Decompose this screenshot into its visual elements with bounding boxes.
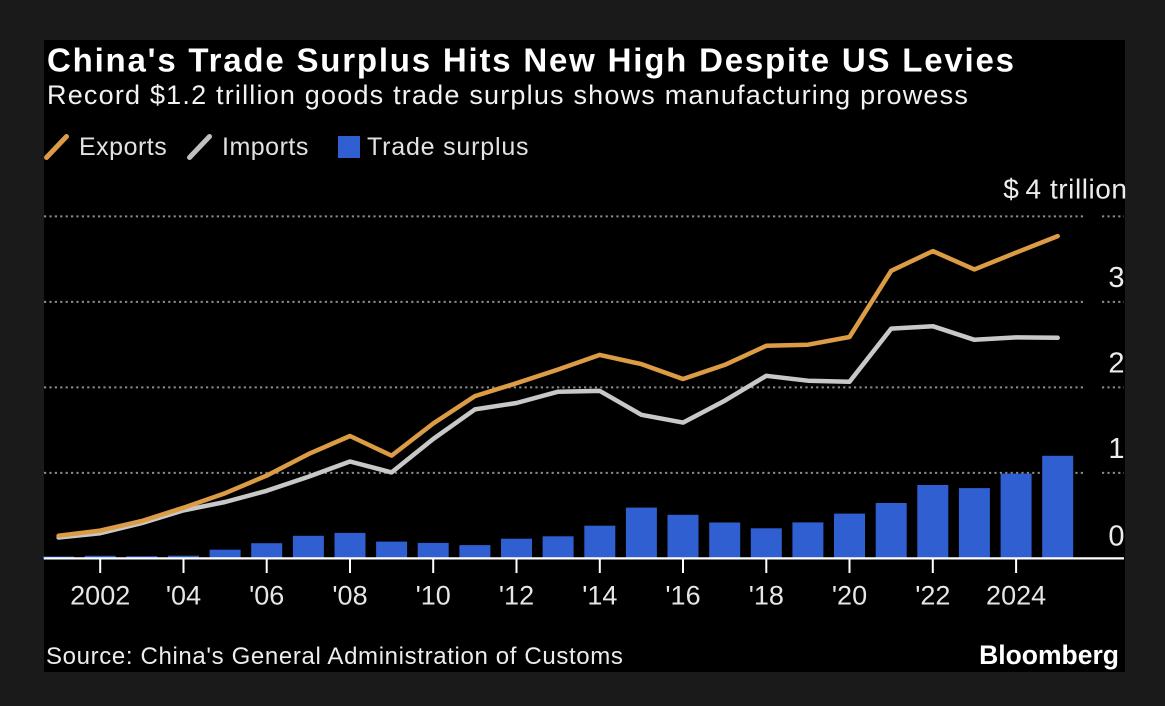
svg-text:Bloomberg: Bloomberg xyxy=(979,640,1119,670)
svg-text:0: 0 xyxy=(1108,521,1124,553)
svg-text:'18: '18 xyxy=(749,581,784,611)
svg-text:'06: '06 xyxy=(249,581,284,611)
svg-text:Record $1.2 trillion goods tra: Record $1.2 trillion goods trade surplus… xyxy=(47,80,969,110)
svg-text:2: 2 xyxy=(1108,348,1124,380)
svg-text:'20: '20 xyxy=(832,581,867,611)
svg-text:Trade surplus: Trade surplus xyxy=(367,133,529,161)
svg-text:Source: China's General Admini: Source: China's General Administration o… xyxy=(46,643,624,670)
svg-text:'14: '14 xyxy=(582,581,617,611)
svg-text:'10: '10 xyxy=(416,581,451,611)
svg-text:3: 3 xyxy=(1108,262,1124,294)
svg-text:China's Trade Surplus Hits New: China's Trade Surplus Hits New High Desp… xyxy=(47,42,1016,79)
svg-text:1: 1 xyxy=(1108,433,1124,465)
svg-text:Exports: Exports xyxy=(79,133,167,161)
svg-text:'22: '22 xyxy=(915,581,950,611)
svg-text:'08: '08 xyxy=(332,581,367,611)
svg-text:'04: '04 xyxy=(166,581,201,611)
svg-text:'12: '12 xyxy=(499,581,534,611)
svg-text:'16: '16 xyxy=(665,581,700,611)
svg-text:2002: 2002 xyxy=(70,581,130,611)
svg-text:2024: 2024 xyxy=(986,581,1046,611)
svg-text:Imports: Imports xyxy=(222,133,309,161)
svg-text:$ 4 trillion: $ 4 trillion xyxy=(1003,174,1127,205)
